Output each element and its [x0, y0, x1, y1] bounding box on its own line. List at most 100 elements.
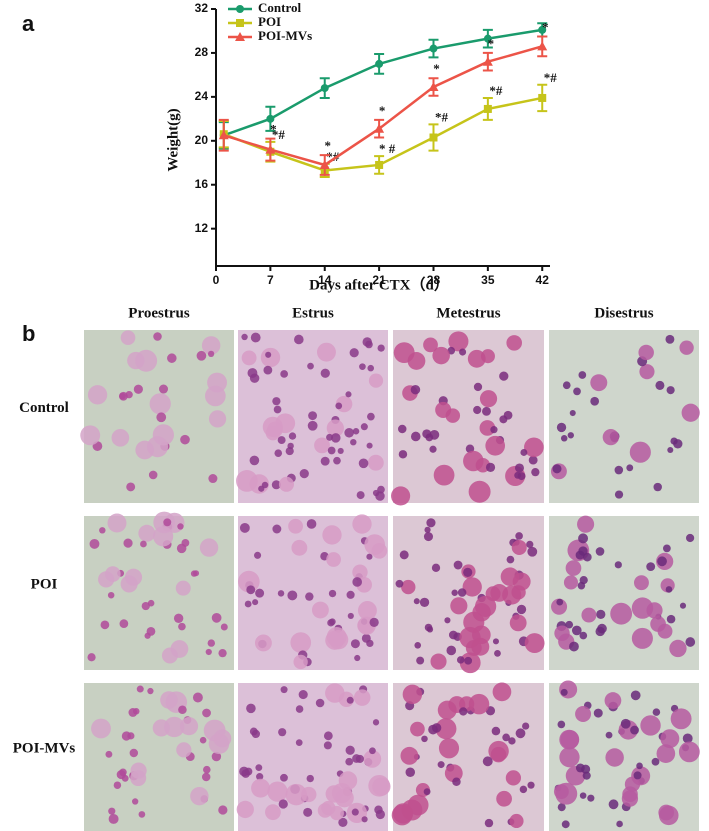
cell [640, 715, 661, 736]
cell [322, 525, 342, 545]
cell [636, 762, 643, 770]
cell [463, 567, 473, 577]
cell [108, 813, 119, 824]
cell [218, 805, 228, 815]
cell [646, 602, 663, 619]
cell [482, 406, 491, 416]
cell [161, 647, 178, 664]
cell [428, 724, 438, 735]
cell [277, 590, 285, 597]
cell [569, 410, 576, 417]
cell [593, 708, 603, 718]
cell [453, 560, 463, 570]
cell [633, 771, 642, 780]
cell [590, 396, 600, 406]
cell [135, 349, 158, 372]
cell [653, 482, 662, 492]
cell [488, 740, 509, 762]
cell [560, 435, 568, 442]
cell [451, 589, 458, 596]
cell [308, 411, 318, 421]
cell [346, 590, 355, 599]
marker [428, 81, 439, 91]
cell [320, 456, 330, 466]
cell [351, 808, 359, 816]
cell [437, 761, 445, 769]
cell [291, 539, 308, 556]
cell [426, 626, 434, 633]
cell [369, 617, 379, 628]
cell [500, 567, 520, 586]
cell [314, 437, 330, 454]
cell [119, 768, 127, 777]
cell [250, 332, 261, 343]
cell [129, 748, 139, 758]
y-tick-label: 20 [195, 133, 209, 147]
cell [89, 538, 100, 549]
cell [578, 371, 587, 379]
cell [669, 639, 687, 658]
column-header: Proestrus [128, 305, 190, 321]
cell [444, 617, 451, 624]
cell [352, 564, 368, 580]
cell [199, 736, 207, 744]
cell [463, 450, 484, 472]
cell [278, 799, 288, 809]
cell [573, 387, 581, 396]
cell [473, 405, 482, 415]
cell [365, 340, 373, 349]
cell [621, 790, 639, 807]
cell [426, 518, 436, 528]
cell [552, 464, 562, 474]
cell [366, 442, 373, 449]
cell [138, 524, 156, 542]
cell [181, 539, 190, 547]
cell [211, 612, 222, 623]
significance-label: * [433, 61, 440, 76]
cell [620, 718, 631, 729]
cell [246, 585, 256, 595]
cell [579, 631, 588, 640]
significance-label: * [270, 122, 277, 137]
cell [658, 804, 675, 821]
significance-label: *# [489, 83, 503, 98]
cell [685, 533, 695, 543]
cell [99, 527, 106, 534]
cell [156, 412, 167, 423]
significance-label: * [379, 103, 386, 118]
micrograph [84, 683, 234, 831]
cell [144, 632, 151, 639]
cell [352, 427, 360, 435]
significance-label: *# [435, 109, 449, 124]
cell [519, 785, 528, 794]
cell [673, 439, 683, 449]
cell [402, 684, 423, 705]
cell [326, 433, 334, 441]
cell [173, 613, 184, 624]
cell [252, 599, 259, 606]
cell [448, 331, 469, 352]
cell [220, 623, 228, 631]
cell [651, 757, 660, 766]
cell [372, 489, 380, 497]
cell [433, 464, 455, 486]
cell [590, 374, 608, 392]
cell [509, 813, 524, 829]
cell [202, 708, 211, 718]
cell [605, 731, 613, 739]
cell [111, 428, 130, 447]
cell [448, 630, 458, 640]
cell [105, 566, 121, 582]
cell [423, 532, 434, 542]
cell [639, 364, 655, 380]
cell [288, 518, 303, 534]
cell [405, 767, 416, 777]
cell [515, 532, 523, 540]
cell [423, 337, 438, 353]
cell [614, 561, 622, 569]
micrograph [391, 330, 544, 506]
marker [375, 160, 384, 169]
cell [251, 778, 271, 798]
cell [325, 683, 345, 703]
cell [255, 588, 265, 598]
